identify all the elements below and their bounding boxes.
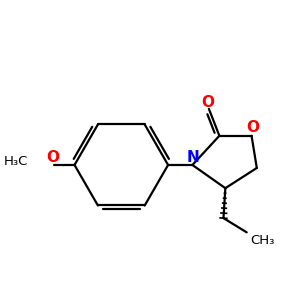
Text: O: O xyxy=(247,120,260,135)
Text: CH₃: CH₃ xyxy=(250,234,275,247)
Text: O: O xyxy=(201,94,214,110)
Text: O: O xyxy=(47,150,60,165)
Text: H₃C: H₃C xyxy=(4,155,28,169)
Text: N: N xyxy=(186,150,199,165)
